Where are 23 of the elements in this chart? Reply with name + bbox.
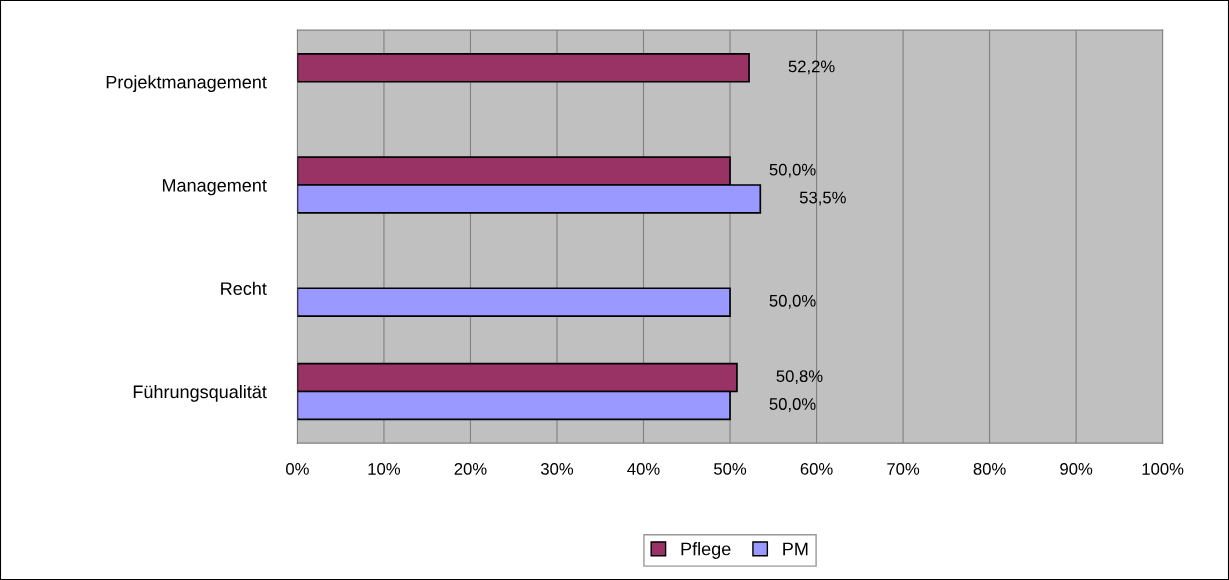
x-tick-label: 80% [973, 463, 1006, 475]
data-label: 50,0% [769, 163, 816, 178]
x-tick-label: 50% [714, 463, 747, 475]
y-tick-label: Projektmanagement [106, 75, 267, 93]
x-tick-label: 20% [454, 463, 487, 475]
data-label: 50,8% [776, 370, 823, 385]
x-tick-label: 10% [368, 463, 401, 475]
data-label: 50,0% [769, 294, 816, 309]
x-tick-label: 60% [800, 463, 833, 475]
x-tick-label: 30% [540, 463, 574, 475]
data-label: 52,2% [788, 60, 835, 75]
data-label: 50,0% [769, 398, 816, 412]
data-label: 53,5% [799, 191, 846, 206]
legend-label: PM [783, 542, 808, 556]
legend-label: Pflege [681, 542, 731, 559]
x-tick-label: 0% [286, 463, 309, 475]
x-tick-label: 40% [627, 463, 660, 475]
x-tick-label: 100% [1142, 463, 1184, 475]
x-tick-label: 90% [1060, 463, 1093, 475]
x-tick-label: 70% [887, 463, 920, 475]
y-tick-label: Führungsqualität [133, 384, 267, 402]
y-tick-label: Management [162, 179, 267, 196]
y-tick-label: Recht [221, 281, 267, 295]
